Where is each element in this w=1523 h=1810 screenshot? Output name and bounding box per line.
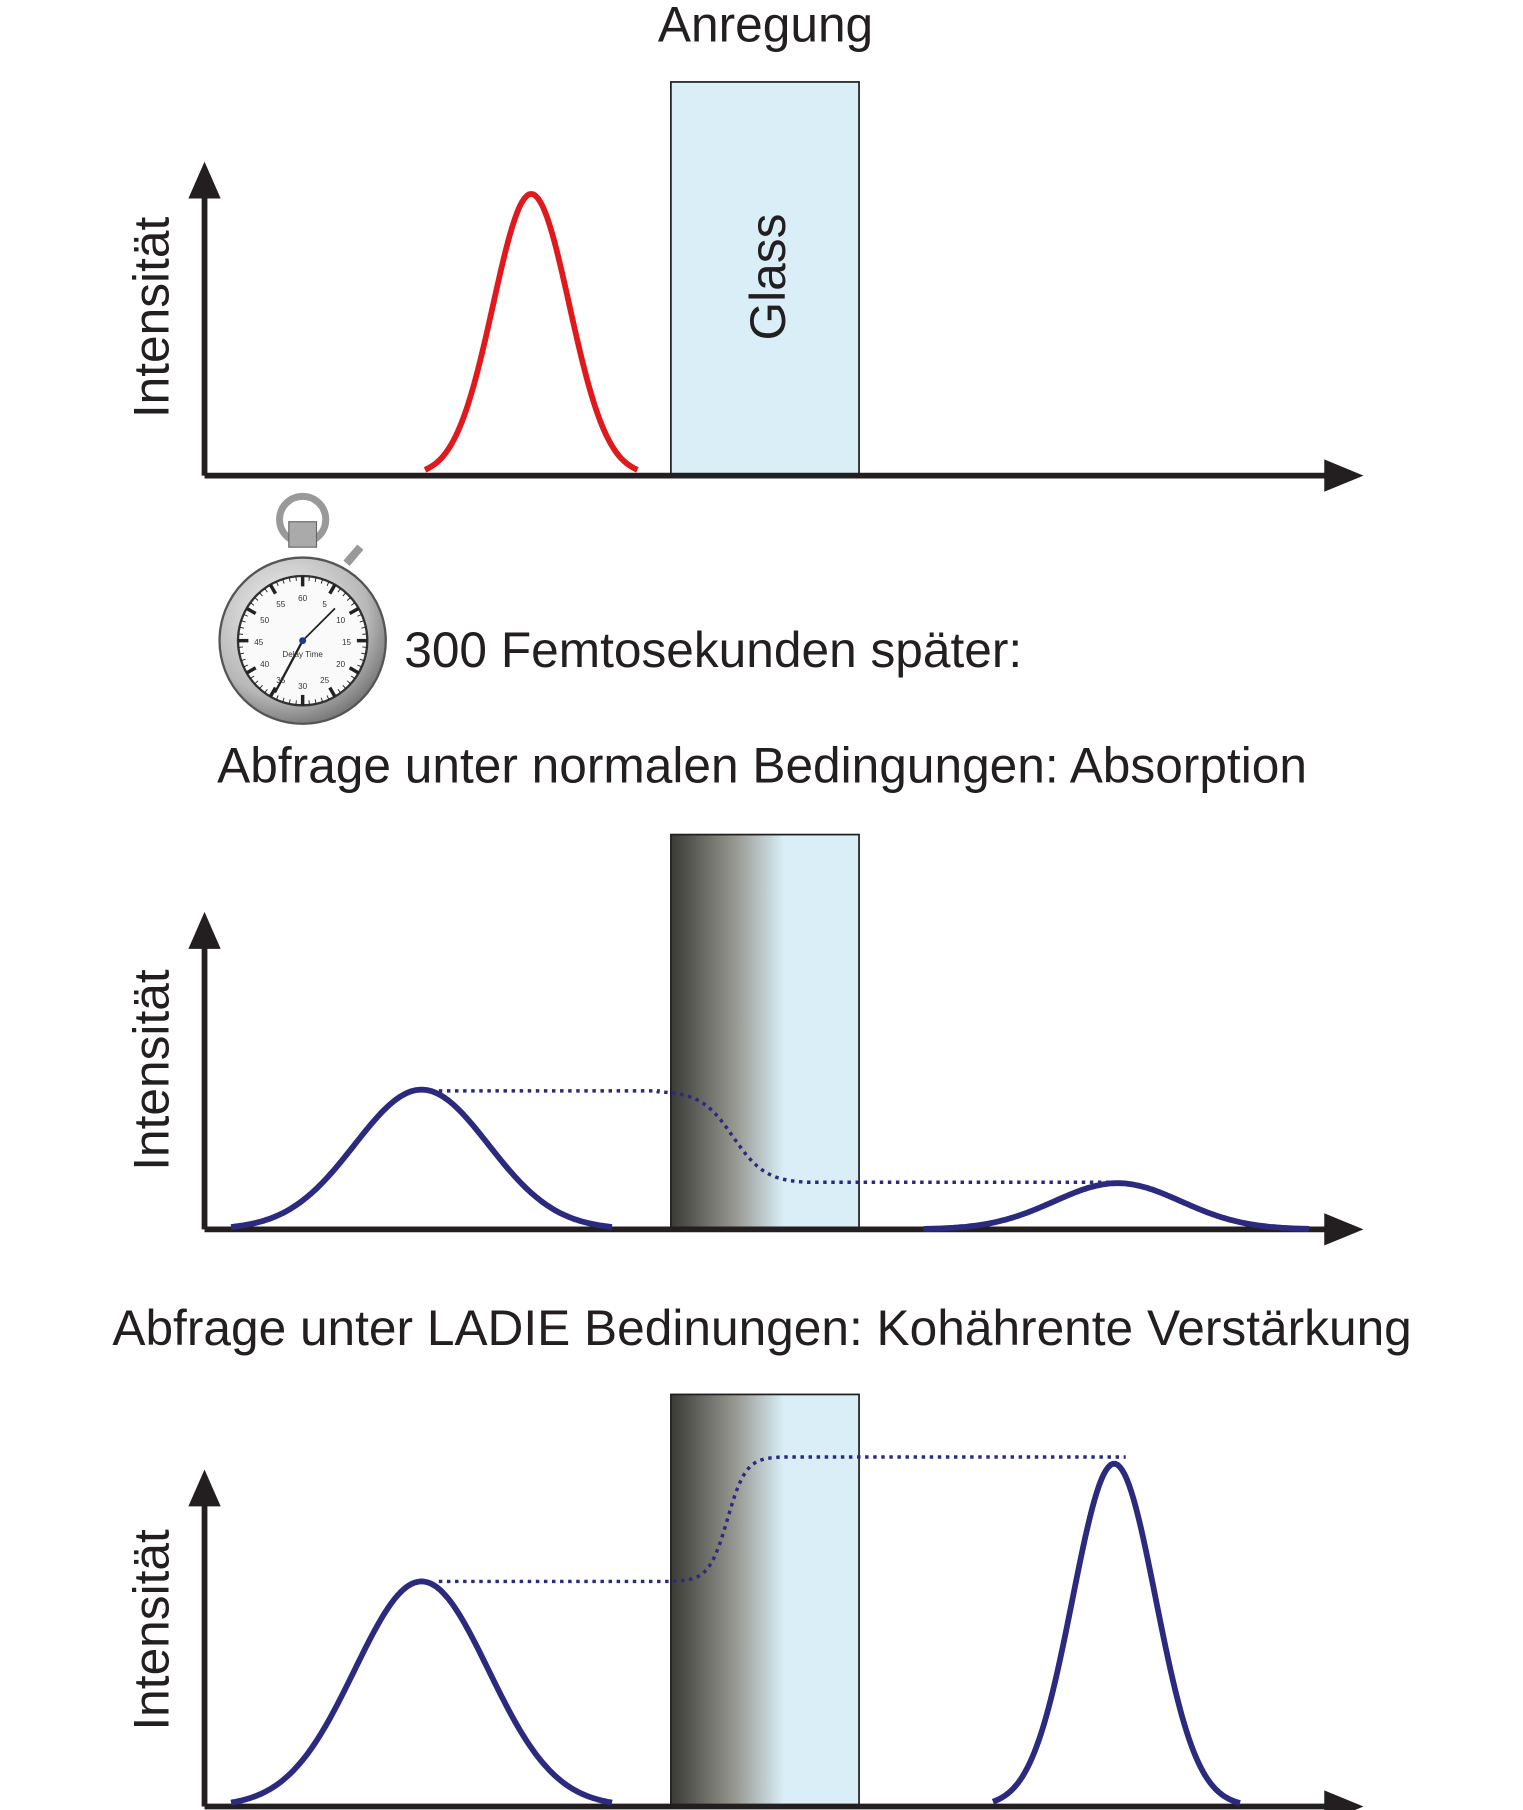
dial-tick [342, 592, 347, 597]
pulse [991, 1460, 1241, 1806]
arrow-head [188, 911, 221, 949]
dial-number: 60 [298, 594, 307, 603]
dial-tick [241, 658, 246, 662]
dial-number: 50 [260, 616, 269, 625]
axis [201, 190, 1328, 479]
dial-tick [239, 626, 245, 629]
dial-tick [346, 597, 351, 601]
dotted-trend [438, 1089, 1126, 1185]
y-axis-label: Intensität [124, 217, 180, 419]
dial-tick [326, 581, 330, 587]
dial-tick [268, 583, 278, 595]
dial-tick [243, 613, 249, 617]
dial-tick [243, 664, 249, 668]
dial-tick [250, 675, 255, 680]
dial-tick [337, 588, 342, 593]
arrow-head [188, 1469, 221, 1507]
dial-tick [361, 626, 366, 629]
dial-number: 15 [342, 638, 351, 647]
delay-text: 300 Femtosekunden später: [404, 622, 1022, 678]
dial-tick [245, 666, 257, 675]
dial-tick [254, 597, 259, 601]
arrow-head [1324, 459, 1364, 492]
dial-tick [250, 602, 255, 606]
dial-tick [350, 602, 356, 606]
dial-tick [264, 588, 268, 593]
dial-tick [328, 686, 337, 698]
dial-number: 45 [254, 638, 263, 647]
dial-tick [350, 675, 356, 680]
dial-tick [259, 592, 263, 597]
dial-tick [268, 686, 278, 698]
glass-block [670, 1393, 860, 1808]
pulse [230, 1578, 613, 1806]
dial-number: 30 [298, 682, 307, 691]
glass-block [670, 81, 860, 477]
dial-tick [320, 697, 324, 703]
dial-tick [282, 697, 285, 703]
dial-tick [314, 577, 317, 583]
dial-tick [320, 579, 324, 584]
dial: 60 5 10 15 20 25 30 35 40 45 50 55 [238, 576, 368, 706]
dial-tick [282, 579, 285, 584]
dial-number: 5 [322, 600, 327, 609]
panel-title: Abfrage unter normalen Bedingungen: Abso… [217, 738, 1307, 794]
glass-label: Glass [740, 214, 796, 341]
arrow-head [188, 161, 221, 199]
dial-tick [241, 620, 246, 623]
arrow-head [1324, 1213, 1364, 1246]
dial-tick [275, 695, 279, 700]
dial-tick [264, 688, 268, 694]
pulse [230, 1086, 613, 1230]
dial-tick [239, 652, 245, 655]
dial-number: 10 [336, 616, 345, 625]
pulse [923, 1180, 1310, 1232]
dial-number: 55 [276, 600, 285, 609]
dial-tick [348, 666, 360, 675]
dial-tick [328, 583, 337, 595]
dial-tick [254, 680, 259, 685]
stopwatch-label: Delay Time [282, 650, 323, 659]
dial-tick [359, 658, 365, 662]
dial-tick [275, 581, 279, 587]
y-axis-label: Intensität [124, 1529, 180, 1731]
dial-tick [314, 699, 317, 704]
pulse [423, 190, 639, 473]
dial-tick [346, 680, 351, 685]
dial-tick [326, 695, 330, 700]
dial-tick [245, 606, 257, 616]
dial-tick [348, 606, 360, 616]
dial-tick [361, 652, 366, 655]
dial-number: 35 [276, 676, 285, 685]
dial-tick [288, 577, 291, 583]
axis [201, 940, 1328, 1233]
panel-title: Anregung [658, 0, 873, 53]
dial-tick [357, 613, 362, 617]
dial-number: 40 [260, 660, 269, 669]
dial-tick [259, 684, 263, 690]
arrow-head [1324, 1790, 1364, 1810]
dial-tick [357, 664, 362, 668]
dial-number: 20 [336, 660, 345, 669]
stopwatch [218, 492, 387, 725]
dial-tick [359, 620, 365, 623]
glass-block [670, 833, 860, 1231]
dial-number: 25 [320, 676, 329, 685]
panel-title: Abfrage unter LADIE Bedinungen: Kohähren… [112, 1300, 1411, 1356]
dial-tick [288, 699, 291, 704]
axis [201, 1498, 1328, 1810]
dial-tick [337, 688, 342, 694]
dial-tick [342, 684, 347, 690]
y-axis-label: Intensität [124, 969, 180, 1171]
